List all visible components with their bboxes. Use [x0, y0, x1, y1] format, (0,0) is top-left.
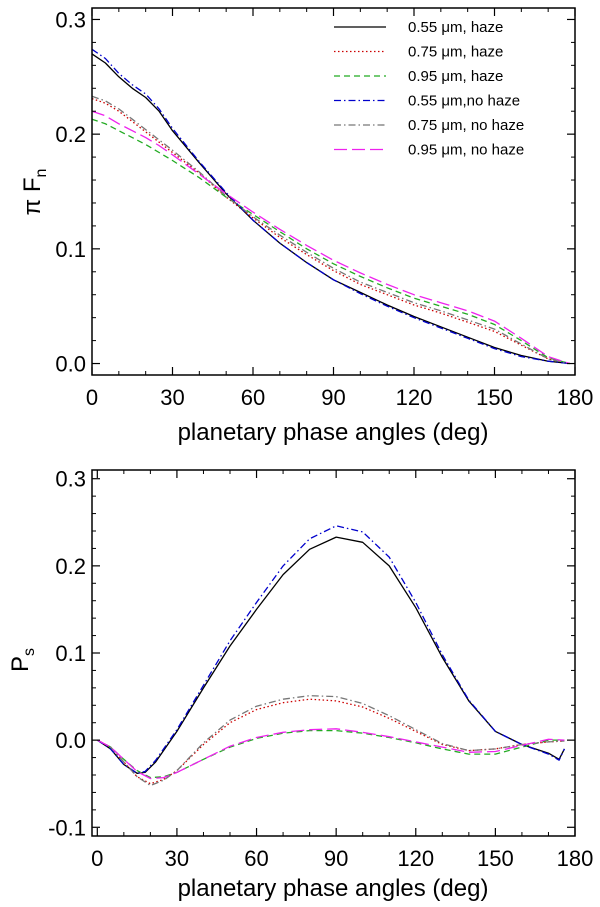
bottom-x-tick-label: 150 [477, 846, 514, 871]
top-series-line-3 [91, 48, 570, 365]
bottom-series-line-3 [96, 525, 565, 774]
bottom-ticks-group: 0 30 60 90 120 150 180 -0.1 0.0 0.1 0.2 0.3 [48, 467, 593, 871]
top-chart: 0 30 60 90 120 150 180 0.0 0.1 0.2 0.3 planetary p… [19, 7, 593, 446]
top-series-line-0 [91, 53, 570, 365]
bottom-series-line-5 [96, 728, 565, 780]
top-series-line-5 [91, 110, 570, 365]
top-x-tick-label: 180 [557, 385, 594, 410]
bottom-x-tick-label: 180 [557, 846, 594, 871]
top-x-tick-label: 0 [86, 385, 98, 410]
bottom-x-tick-label: 0 [91, 846, 103, 871]
top-y-tick-label: 0.2 [55, 122, 86, 147]
top-ticks-group: 0 30 60 90 120 150 180 0.0 0.1 0.2 0.3 [55, 7, 593, 410]
legend-label-3: 0.55 μm,no haze [408, 93, 520, 110]
bottom-series-line-4 [96, 695, 565, 787]
bottom-series-line-1 [96, 698, 565, 785]
bottom-x-axis-label: planetary phase angles (deg) [178, 875, 489, 902]
bottom-x-tick-label: 30 [165, 846, 189, 871]
bottom-x-tick-label: 90 [324, 846, 348, 871]
top-x-tick-label: 30 [160, 385, 184, 410]
bottom-chart: 0 30 60 90 120 150 180 -0.1 0.0 0.1 0.2 0.3 planeta… [7, 467, 593, 902]
bottom-series-group [96, 525, 565, 787]
top-y-tick-label: 0.0 [55, 352, 86, 377]
bottom-y-tick-label: 0.3 [55, 467, 86, 492]
top-y-axis-label: π Fn [19, 169, 50, 216]
top-x-tick-label: 60 [241, 385, 265, 410]
bottom-y-tick-label: 0.1 [55, 641, 86, 666]
top-y-tick-label: 0.3 [55, 7, 86, 32]
legend-label-2: 0.95 μm, haze [408, 68, 503, 85]
top-series-line-4 [91, 95, 570, 365]
legend-label-4: 0.75 μm, no haze [408, 117, 524, 134]
top-x-tick-label: 150 [476, 385, 513, 410]
top-x-axis-label: planetary phase angles (deg) [178, 419, 489, 446]
bottom-x-tick-label: 60 [244, 846, 268, 871]
top-legend: 0.55 μm, haze 0.75 μm, haze 0.95 μm, haze 0… [334, 19, 524, 159]
legend-label-0: 0.55 μm, haze [408, 19, 503, 36]
bottom-y-tick-label: 0.0 [55, 728, 86, 753]
top-x-tick-label: 90 [321, 385, 345, 410]
legend-label-5: 0.95 μm, no haze [408, 142, 524, 159]
top-x-tick-label: 120 [396, 385, 433, 410]
bottom-y-axis-label: Ps [7, 648, 38, 672]
bottom-y-tick-label: 0.2 [55, 554, 86, 579]
bottom-x-tick-label: 120 [397, 846, 434, 871]
legend-label-1: 0.75 μm, haze [408, 44, 503, 61]
bottom-y-tick-label: -0.1 [48, 815, 86, 840]
top-series-line-2 [91, 118, 570, 365]
top-y-tick-label: 0.1 [55, 237, 86, 262]
top-series-group [91, 48, 570, 365]
